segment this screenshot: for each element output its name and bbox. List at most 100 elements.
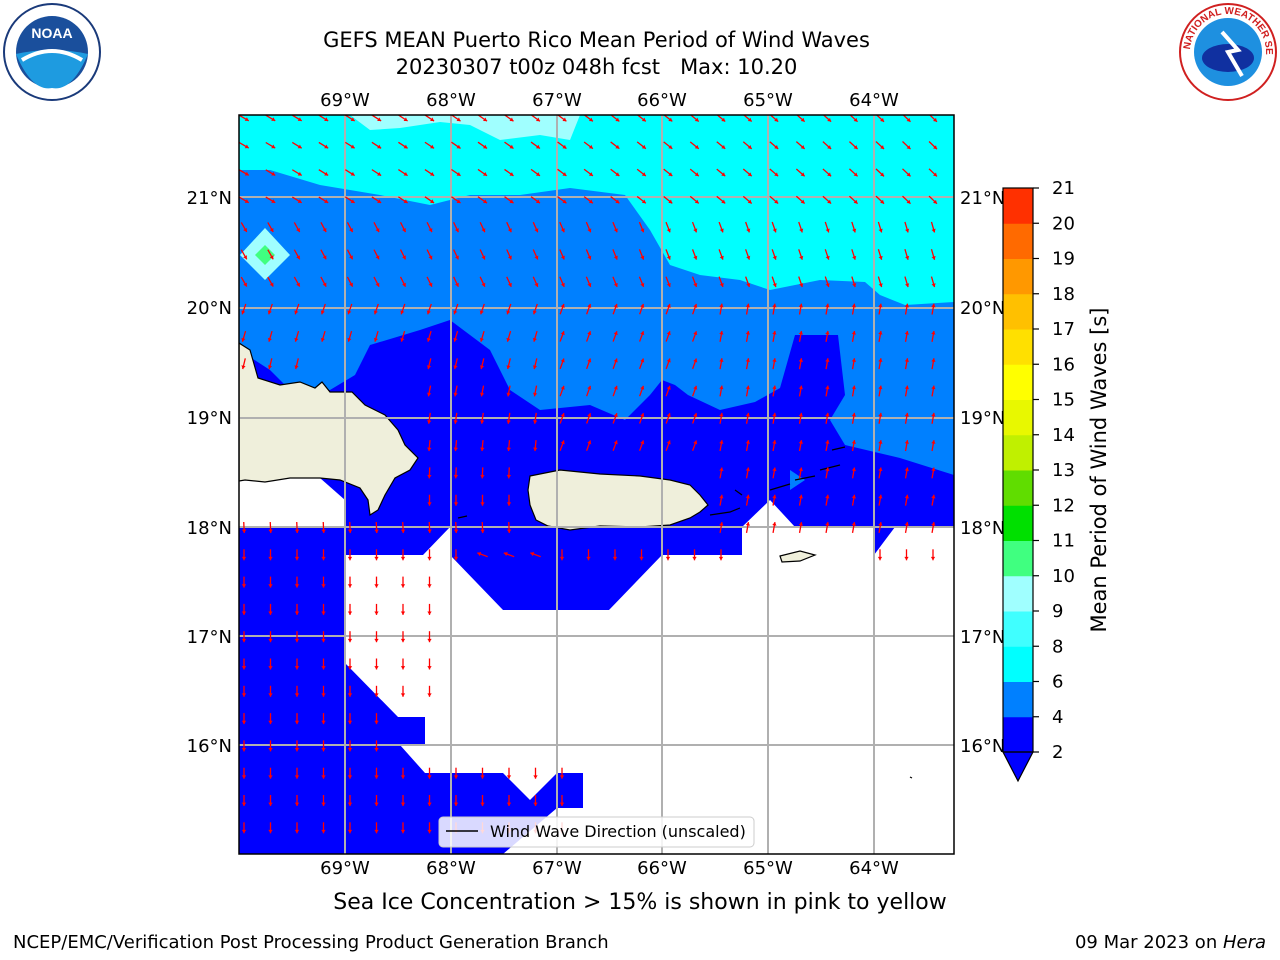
colorbar-tick-label: 15 bbox=[1052, 390, 1075, 411]
wind-wave-arrow bbox=[321, 658, 326, 670]
wind-wave-arrow bbox=[479, 276, 486, 288]
wind-wave-arrow bbox=[719, 467, 724, 479]
wind-wave-arrow bbox=[692, 303, 698, 315]
wind-wave-arrow bbox=[559, 412, 565, 424]
wind-wave-arrow bbox=[559, 549, 565, 561]
wind-wave-arrow bbox=[427, 603, 432, 615]
wind-wave-arrow bbox=[691, 276, 698, 288]
wind-wave-arrow bbox=[719, 330, 724, 342]
wind-wave-arrow bbox=[663, 141, 673, 150]
colorbar-segment bbox=[1003, 540, 1033, 577]
wind-wave-arrow bbox=[373, 276, 380, 287]
wind-wave-arrow bbox=[371, 169, 382, 177]
colorbar-tick-label: 9 bbox=[1052, 601, 1063, 622]
colorbar-tick-label: 19 bbox=[1052, 249, 1075, 270]
sea-ice-caption: Sea Ice Concentration > 15% is shown in … bbox=[333, 890, 947, 915]
y-tick-right: 21°N bbox=[960, 188, 1005, 209]
wind-wave-arrow bbox=[877, 276, 883, 288]
wind-wave-arrow bbox=[904, 549, 909, 561]
wind-wave-arrow bbox=[559, 249, 565, 260]
wind-wave-arrow bbox=[239, 115, 250, 122]
wind-wave-arrow bbox=[639, 549, 644, 561]
wind-wave-arrow bbox=[638, 276, 645, 288]
wind-wave-arrow bbox=[825, 330, 830, 342]
wind-wave-arrow bbox=[663, 168, 673, 177]
wind-wave-arrow bbox=[533, 412, 538, 424]
y-tick-left: 21°N bbox=[187, 188, 232, 209]
wind-wave-arrow bbox=[638, 221, 645, 233]
wind-wave-arrow bbox=[559, 767, 565, 779]
wind-wave-arrow bbox=[374, 795, 379, 806]
wind-wave-arrow bbox=[374, 549, 379, 561]
wind-wave-arrow bbox=[506, 795, 512, 806]
wind-wave-arrow bbox=[557, 168, 567, 177]
wind-wave-arrow bbox=[373, 330, 379, 342]
wind-wave-arrow bbox=[398, 196, 408, 204]
wind-wave-arrow bbox=[347, 330, 353, 342]
wind-wave-arrow bbox=[559, 440, 565, 451]
wind-wave-arrow bbox=[851, 385, 856, 397]
wind-wave-arrow bbox=[241, 549, 247, 561]
wind-wave-arrow bbox=[719, 358, 724, 370]
wind-wave-arrow bbox=[318, 196, 329, 204]
wind-wave-arrow bbox=[321, 795, 326, 806]
wind-wave-arrow bbox=[477, 552, 488, 558]
wind-wave-arrow bbox=[612, 249, 618, 260]
wind-wave-arrow bbox=[347, 740, 353, 752]
wind-wave-arrow bbox=[400, 795, 406, 806]
wind-wave-arrow bbox=[745, 358, 750, 370]
wind-wave-arrow bbox=[559, 276, 565, 288]
wind-wave-arrow bbox=[931, 412, 936, 424]
wind-wave-arrow bbox=[931, 467, 936, 479]
wind-wave-arrow bbox=[691, 249, 698, 260]
wind-wave-arrow bbox=[878, 385, 883, 397]
wind-wave-arrow bbox=[294, 740, 300, 752]
wind-wave-arrow bbox=[427, 822, 432, 834]
wind-wave-arrow bbox=[904, 330, 909, 342]
wind-wave-arrow bbox=[294, 303, 300, 315]
footer-branch: NCEP/EMC/Verification Post Processing Pr… bbox=[13, 932, 609, 953]
wind-wave-arrow bbox=[665, 549, 671, 561]
wind-wave-arrow bbox=[692, 412, 698, 424]
wind-wave-arrow bbox=[321, 576, 326, 588]
wind-wave-arrow bbox=[294, 576, 300, 588]
colorbar-tick-label: 10 bbox=[1052, 566, 1075, 587]
wind-wave-arrow bbox=[241, 358, 246, 370]
wind-wave-arrow bbox=[503, 552, 515, 558]
wind-wave-arrow bbox=[347, 521, 353, 534]
wind-wave-arrow bbox=[904, 521, 909, 534]
colorbar-label: Mean Period of Wind Waves [s] bbox=[1087, 308, 1111, 633]
wind-wave-arrow bbox=[638, 249, 645, 260]
wind-wave-arrow bbox=[424, 141, 435, 149]
wind-wave-arrow bbox=[294, 658, 300, 670]
colorbar-segment bbox=[1003, 434, 1033, 471]
wind-wave-arrow bbox=[639, 385, 645, 397]
y-tick-right: 18°N bbox=[960, 518, 1005, 539]
colorbar-segment bbox=[1003, 188, 1033, 224]
colorbar-segment bbox=[1003, 611, 1033, 647]
wind-wave-arrow bbox=[424, 196, 435, 204]
wind-wave-arrow bbox=[692, 331, 698, 342]
wind-wave-arrow bbox=[321, 521, 326, 534]
wind-wave-arrow bbox=[904, 440, 909, 452]
wind-wave-arrow bbox=[453, 358, 458, 370]
wind-wave-arrow bbox=[772, 440, 777, 452]
wind-wave-arrow bbox=[665, 440, 671, 451]
wind-wave-arrow bbox=[716, 168, 726, 177]
x-tick-top: 69°W bbox=[320, 90, 370, 111]
wind-wave-arrow bbox=[241, 740, 247, 752]
wind-wave-arrow bbox=[772, 358, 777, 370]
wind-wave-arrow bbox=[373, 222, 380, 233]
wind-wave-arrow bbox=[399, 221, 407, 233]
wind-wave-arrow bbox=[240, 222, 248, 233]
colorbar-tick-label: 6 bbox=[1052, 672, 1063, 693]
chart-title-line2: 20230307 t00z 048h fcst Max: 10.20 bbox=[395, 55, 798, 79]
wind-wave-arrow bbox=[241, 822, 247, 834]
wind-wave-arrow bbox=[532, 385, 538, 397]
wind-wave-arrow bbox=[294, 521, 300, 534]
wind-wave-arrow bbox=[559, 385, 565, 397]
wind-wave-arrow bbox=[719, 521, 724, 534]
wind-wave-arrow bbox=[267, 222, 274, 233]
wind-wave-arrow bbox=[294, 549, 300, 561]
wind-wave-arrow bbox=[772, 467, 777, 479]
